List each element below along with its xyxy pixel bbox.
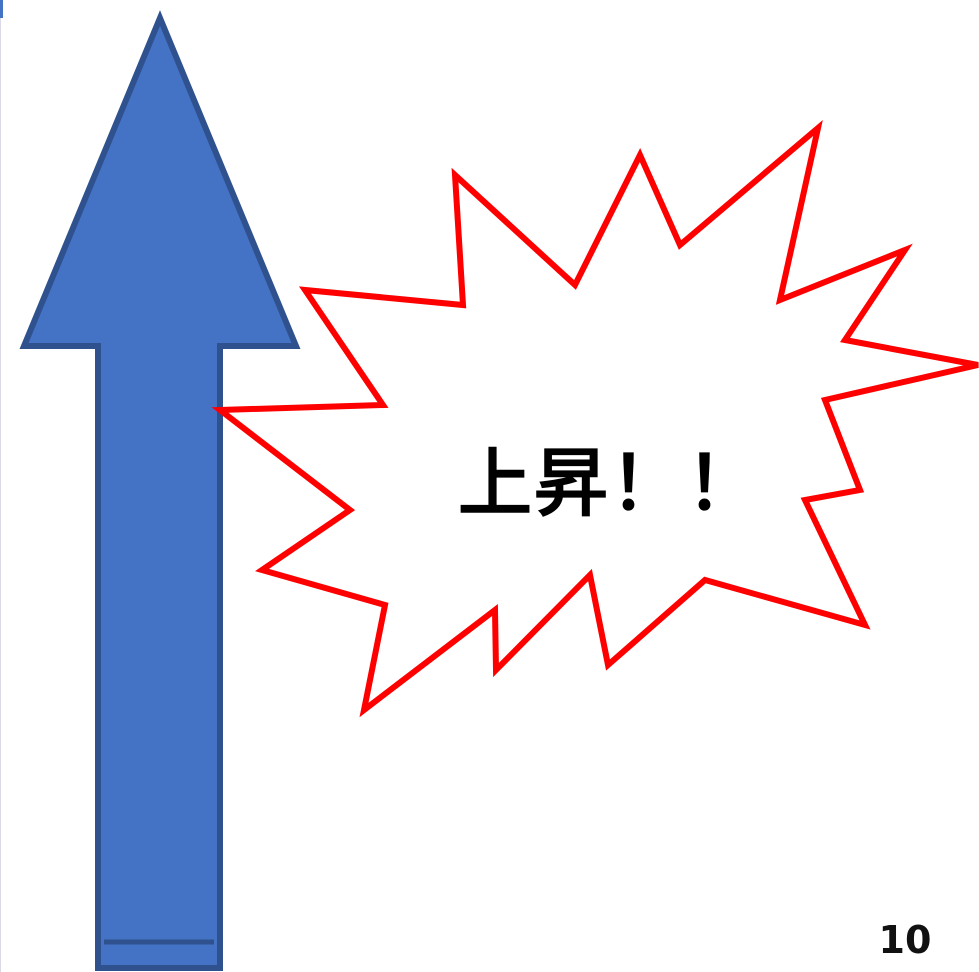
page-number: 10 xyxy=(878,918,932,962)
explosion-burst-icon xyxy=(211,119,979,718)
slide-edge-line xyxy=(0,0,1,972)
slide-edge-marker xyxy=(0,0,3,18)
up-arrow-icon xyxy=(19,10,301,971)
burst-text: 上昇！！ xyxy=(458,440,762,527)
